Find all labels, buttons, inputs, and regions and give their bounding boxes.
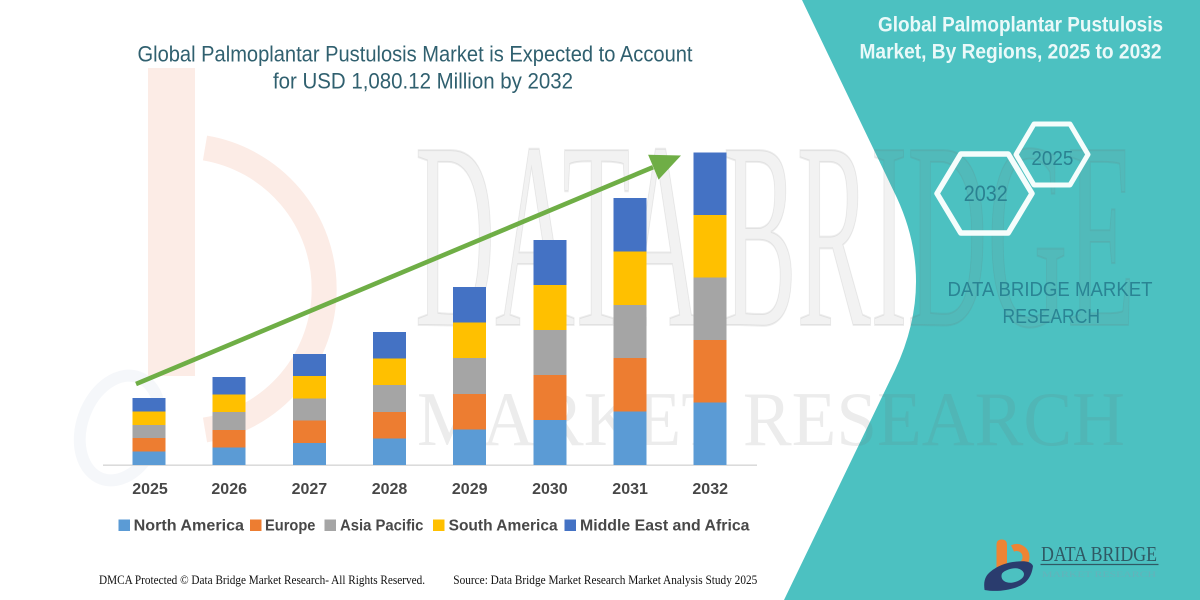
svg-text:DATA BRIDGE MARKET: DATA BRIDGE MARKET bbox=[948, 278, 1153, 301]
svg-text:Global Palmoplantar Pustulosis: Global Palmoplantar Pustulosis Market is… bbox=[138, 42, 694, 67]
svg-text:Asia Pacific: Asia Pacific bbox=[340, 518, 423, 535]
svg-text:North America: North America bbox=[134, 518, 245, 535]
svg-text:2029: 2029 bbox=[452, 481, 488, 498]
svg-text:Market, By Regions, 2025 to 20: Market, By Regions, 2025 to 2032 bbox=[860, 41, 1162, 64]
svg-text:2025: 2025 bbox=[1031, 148, 1073, 170]
svg-text:2031: 2031 bbox=[612, 481, 648, 498]
svg-text:2026: 2026 bbox=[211, 481, 247, 498]
svg-text:2025: 2025 bbox=[132, 481, 168, 498]
svg-text:for USD 1,080.12 Million by 20: for USD 1,080.12 Million by 2032 bbox=[273, 69, 573, 94]
svg-text:RESEARCH: RESEARCH bbox=[1003, 305, 1101, 328]
svg-text:DMCA Protected © Data Bridge M: DMCA Protected © Data Bridge Market Rese… bbox=[99, 573, 425, 587]
svg-text:South America: South America bbox=[449, 518, 558, 535]
svg-text:2028: 2028 bbox=[372, 481, 408, 498]
svg-text:2032: 2032 bbox=[692, 481, 728, 498]
svg-text:DATA BRIDGE: DATA BRIDGE bbox=[1041, 542, 1157, 566]
svg-text:2032: 2032 bbox=[964, 181, 1008, 206]
svg-text:Middle East and Africa: Middle East and Africa bbox=[580, 518, 750, 535]
svg-text:2027: 2027 bbox=[292, 481, 328, 498]
svg-text:Europe: Europe bbox=[265, 518, 315, 535]
svg-text:Global Palmoplantar Pustulosis: Global Palmoplantar Pustulosis bbox=[878, 14, 1163, 37]
svg-text:Source: Data Bridge Market Res: Source: Data Bridge Market Research Mark… bbox=[453, 573, 757, 587]
svg-text:2030: 2030 bbox=[532, 481, 568, 498]
svg-text:MARKET RESEARCH: MARKET RESEARCH bbox=[417, 376, 1125, 462]
svg-text:MARKET RESEARCH: MARKET RESEARCH bbox=[1042, 569, 1156, 579]
